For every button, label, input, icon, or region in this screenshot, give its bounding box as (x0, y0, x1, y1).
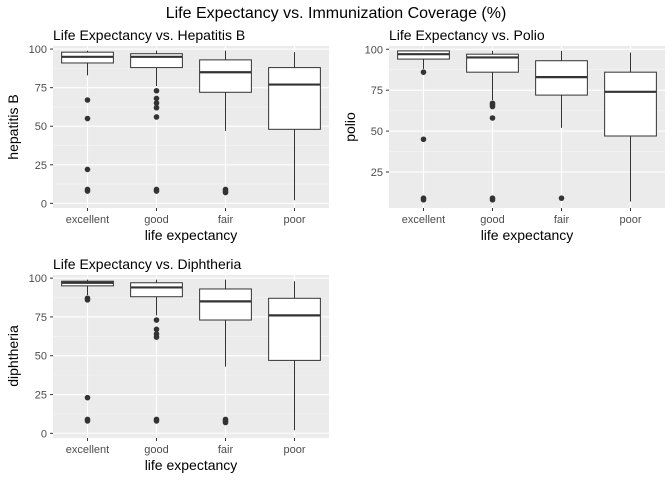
outlier-point (84, 97, 91, 103)
y-tick-label-25: 25 (35, 390, 47, 402)
boxplot-polio: 25 50 75 100 excellent good fair poor (365, 44, 665, 226)
outlier-point (222, 189, 229, 196)
outlier-point (84, 115, 91, 122)
panel-title-diphtheria: Life Expectancy vs. Diphtheria (53, 256, 242, 272)
outlier-point (84, 166, 91, 173)
box-hepatitis-b-good (130, 50, 183, 194)
outlier-point (153, 188, 160, 194)
box-polio-poor (604, 52, 657, 202)
box-diphtheria-excellent (61, 279, 114, 424)
outlier-point (153, 334, 160, 340)
outlier-point (420, 69, 427, 75)
x-tick-label-good: good (144, 444, 168, 456)
box-diphtheria-good (130, 279, 183, 424)
y-axis-title-hepatitis-b: hepatitis B (5, 94, 21, 159)
outlier-point (153, 95, 160, 102)
outlier-point (153, 418, 160, 424)
boxplot-hepatitis-b: 0 25 50 75 100 excellent good fair poor (29, 44, 329, 226)
iqr-box (199, 288, 252, 321)
outlier-point (84, 418, 91, 424)
outlier-point (558, 195, 565, 201)
y-axis-title-diphtheria: diphtheria (5, 325, 21, 387)
outlier-point (489, 115, 496, 121)
panel-diphtheria: Life Expectancy vs. Diphtheria 0 25 50 75 10… (5, 256, 329, 473)
box-hepatitis-b-excellent (61, 50, 114, 194)
iqr-box (199, 59, 252, 93)
x-tick-label-poor: poor (283, 444, 305, 456)
x-tick-label-excellent: excellent (402, 214, 445, 226)
outlier-point (153, 104, 160, 111)
outlier-point (489, 197, 496, 203)
outlier-point (84, 297, 91, 303)
panel-polio: Life Expectancy vs. Polio 25 50 75 100 excel… (342, 27, 665, 243)
panel-title-polio: Life Expectancy vs. Polio (389, 27, 545, 43)
iqr-box (466, 53, 519, 73)
outlier-point (420, 197, 427, 203)
outlier-point (84, 394, 91, 401)
iqr-box (268, 67, 321, 130)
x-tick-label-fair: fair (218, 214, 234, 226)
y-tick-label-75: 75 (35, 312, 47, 324)
iqr-box (604, 71, 657, 137)
y-tick-label-75: 75 (371, 85, 383, 97)
iqr-box (268, 297, 321, 361)
x-axis-title-diphtheria: life expectancy (145, 457, 238, 473)
x-axis-title-polio: life expectancy (481, 227, 574, 243)
iqr-box (130, 282, 183, 298)
boxplot-diphtheria: 0 25 50 75 100 excellent good fair poor (29, 273, 329, 456)
box-polio-good (466, 50, 519, 203)
x-tick-label-fair: fair (218, 444, 234, 456)
outlier-point (153, 87, 160, 94)
figure-title: Life Expectancy vs. Immunization Coverag… (166, 5, 507, 22)
y-tick-label-100: 100 (29, 273, 47, 285)
x-tick-label-good: good (144, 214, 168, 226)
x-tick-label-excellent: excellent (66, 214, 109, 226)
outlier-point (84, 188, 91, 194)
box-polio-fair (535, 50, 588, 201)
x-axis-title-hepatitis-b: life expectancy (145, 227, 238, 243)
outlier-point (153, 114, 160, 120)
box-diphtheria-fair (199, 279, 252, 426)
y-tick-label-0: 0 (41, 428, 47, 440)
x-tick-label-poor: poor (283, 214, 305, 226)
x-tick-label-poor: poor (619, 214, 641, 226)
box-diphtheria-poor (268, 281, 321, 431)
x-tick-label-fair: fair (554, 214, 570, 226)
outlier-point (420, 136, 427, 143)
y-tick-label-50: 50 (35, 351, 47, 363)
x-tick-label-excellent: excellent (66, 444, 109, 456)
outlier-point (153, 100, 160, 106)
box-polio-excellent (397, 50, 450, 203)
outlier-point (153, 317, 160, 323)
panel-hepatitis-b: Life Expectancy vs. Hepatitis B 0 25 50 75 1… (5, 27, 329, 243)
y-tick-label-50: 50 (35, 121, 47, 133)
outlier-point (489, 103, 496, 110)
y-tick-label-0: 0 (41, 198, 47, 210)
y-tick-label-25: 25 (35, 160, 47, 172)
y-tick-label-100: 100 (365, 44, 383, 56)
y-tick-label-75: 75 (35, 83, 47, 95)
box-hepatitis-b-poor (268, 52, 321, 201)
y-tick-label-25: 25 (371, 167, 383, 179)
panel-title-hepatitis-b: Life Expectancy vs. Hepatitis B (53, 27, 245, 43)
y-axis-title-polio: polio (342, 112, 358, 142)
y-tick-label-50: 50 (371, 126, 383, 138)
y-tick-label-100: 100 (29, 44, 47, 56)
outlier-point (153, 326, 160, 333)
box-hepatitis-b-fair (199, 50, 252, 196)
outlier-point (222, 419, 229, 426)
x-tick-label-good: good (480, 214, 504, 226)
